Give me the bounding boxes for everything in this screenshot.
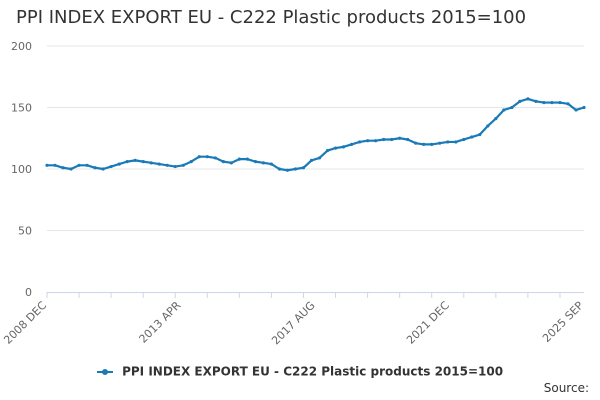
legend-label[interactable]: PPI INDEX EXPORT EU - C222 Plastic produ… <box>122 364 504 379</box>
data-point[interactable] <box>382 137 386 142</box>
data-point[interactable] <box>325 148 330 153</box>
x-tick-label: 2013 APR <box>136 299 183 346</box>
data-point[interactable] <box>502 108 506 112</box>
data-point[interactable] <box>414 141 418 145</box>
data-point[interactable] <box>77 163 81 167</box>
data-point[interactable] <box>45 163 49 167</box>
data-point[interactable] <box>149 161 153 165</box>
data-point[interactable] <box>141 160 145 164</box>
x-axis-ticks: 2008 DEC 2013 APR 2017 AUG 2021 DEC 2025 SEP <box>1 299 586 348</box>
data-point[interactable] <box>85 163 89 167</box>
data-point[interactable] <box>438 141 442 145</box>
data-point[interactable] <box>486 124 490 128</box>
data-point[interactable] <box>293 167 298 171</box>
data-point[interactable] <box>173 164 177 169</box>
x-tick-label: 2017 AUG <box>269 299 318 348</box>
data-point[interactable] <box>133 158 137 162</box>
x-tick-label: 2025 SEP <box>540 299 586 345</box>
data-point[interactable] <box>406 137 410 142</box>
gridlines <box>47 45 584 231</box>
data-point[interactable] <box>157 162 161 166</box>
y-tick-label: 200 <box>11 40 32 53</box>
data-point[interactable] <box>494 116 498 121</box>
data-point[interactable] <box>253 160 257 164</box>
data-point[interactable] <box>61 166 65 170</box>
data-point[interactable] <box>357 140 362 144</box>
data-point[interactable] <box>333 146 338 150</box>
data-point[interactable] <box>109 164 113 169</box>
axes <box>46 292 584 298</box>
legend-marker-icon <box>96 367 113 377</box>
data-point[interactable] <box>69 167 73 171</box>
data-point[interactable] <box>189 160 193 164</box>
x-tick-label: 2021 DEC <box>404 299 452 347</box>
data-point[interactable] <box>478 132 482 137</box>
data-point[interactable] <box>197 155 201 159</box>
data-point[interactable] <box>374 139 378 143</box>
data-point[interactable] <box>518 99 522 103</box>
data-point[interactable] <box>398 136 402 140</box>
data-point[interactable] <box>470 135 474 139</box>
data-point[interactable] <box>93 166 97 170</box>
data-point[interactable] <box>462 137 466 142</box>
data-point[interactable] <box>582 105 586 110</box>
data-point[interactable] <box>366 139 370 143</box>
x-tick-label: 2008 DEC <box>1 299 49 347</box>
data-point[interactable] <box>181 163 185 167</box>
data-point[interactable] <box>301 166 306 170</box>
data-point[interactable] <box>349 142 354 146</box>
source-label: Source: <box>543 381 589 395</box>
data-point[interactable] <box>446 140 450 144</box>
data-point[interactable] <box>510 105 514 110</box>
data-point[interactable] <box>309 158 314 162</box>
data-point[interactable] <box>558 100 562 105</box>
data-point[interactable] <box>269 162 274 166</box>
y-axis-ticks: 0 50 100 150 200 <box>11 40 32 299</box>
data-point[interactable] <box>542 100 546 105</box>
y-tick-label: 100 <box>11 163 32 176</box>
y-tick-label: 50 <box>18 225 32 238</box>
data-point[interactable] <box>317 156 322 160</box>
data-point[interactable] <box>213 156 217 160</box>
chart-title: PPI INDEX EXPORT EU - C222 Plastic produ… <box>16 7 527 28</box>
data-point[interactable] <box>261 161 265 165</box>
data-point[interactable] <box>422 142 426 146</box>
series-layer <box>45 97 586 172</box>
data-point[interactable] <box>245 157 249 161</box>
legend[interactable]: PPI INDEX EXPORT EU - C222 Plastic produ… <box>0 364 600 379</box>
data-point[interactable] <box>229 161 233 165</box>
data-point[interactable] <box>101 167 105 171</box>
data-point[interactable] <box>454 140 458 144</box>
data-point[interactable] <box>53 163 57 167</box>
y-tick-label: 150 <box>11 102 32 115</box>
data-point[interactable] <box>430 142 434 146</box>
data-point[interactable] <box>125 160 129 164</box>
data-point[interactable] <box>534 99 538 103</box>
data-point[interactable] <box>550 100 554 105</box>
data-point[interactable] <box>117 162 121 166</box>
data-point[interactable] <box>277 167 282 171</box>
y-tick-label: 0 <box>25 286 32 299</box>
data-point[interactable] <box>566 102 570 106</box>
data-point[interactable] <box>390 137 394 142</box>
data-point[interactable] <box>205 155 209 159</box>
data-point[interactable] <box>285 168 290 172</box>
data-point[interactable] <box>237 157 241 161</box>
data-point[interactable] <box>574 108 578 112</box>
data-point[interactable] <box>341 145 346 149</box>
data-point[interactable] <box>526 97 530 101</box>
data-point[interactable] <box>165 163 169 167</box>
data-point[interactable] <box>221 160 225 164</box>
